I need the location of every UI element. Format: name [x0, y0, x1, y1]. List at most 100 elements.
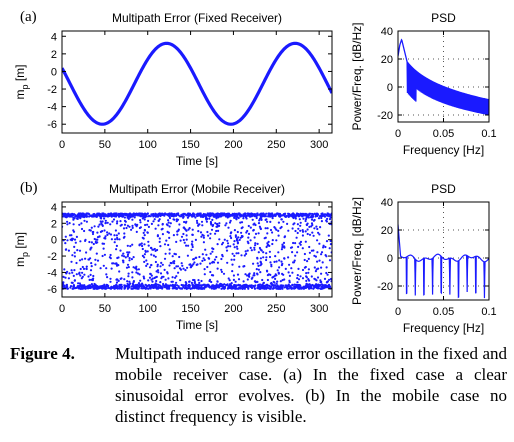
data-point	[211, 218, 214, 221]
data-point	[124, 256, 127, 259]
data-point	[161, 263, 164, 266]
data-point	[306, 260, 309, 263]
data-point	[292, 241, 295, 245]
data-point	[200, 235, 203, 238]
data-point	[283, 278, 286, 281]
data-point	[286, 284, 289, 287]
data-point	[329, 243, 332, 246]
data-point	[241, 235, 244, 238]
data-point	[119, 277, 122, 280]
data-point	[116, 236, 119, 240]
data-point	[320, 266, 323, 269]
data-point	[69, 285, 73, 288]
data-point	[156, 265, 159, 268]
y-tick-label: 0	[387, 82, 393, 94]
data-point	[220, 268, 223, 271]
data-point	[266, 270, 269, 273]
data-point	[137, 287, 140, 290]
data-point	[232, 278, 235, 281]
data-point	[277, 234, 280, 237]
data-point	[83, 216, 86, 219]
data-point	[102, 247, 105, 250]
data-point	[245, 252, 248, 255]
series-line	[62, 41, 332, 126]
data-point	[188, 227, 191, 230]
data-point	[166, 284, 169, 287]
data-point	[220, 287, 223, 290]
data-point	[185, 234, 188, 237]
data-point	[246, 229, 249, 233]
data-point	[200, 287, 203, 290]
data-point	[235, 287, 238, 290]
data-point	[279, 212, 282, 216]
data-point	[226, 283, 229, 286]
data-point	[128, 280, 131, 283]
data-point	[252, 229, 255, 232]
data-point	[104, 219, 107, 222]
data-point	[112, 262, 115, 265]
data-point	[95, 252, 98, 255]
data-point	[163, 257, 167, 260]
data-point	[304, 218, 308, 221]
data-point	[238, 213, 241, 216]
data-point	[167, 277, 170, 280]
y-tick-label: 2	[51, 218, 57, 230]
x-tick-label: 200	[224, 303, 242, 315]
data-point	[73, 251, 76, 254]
data-point	[185, 229, 188, 232]
data-point	[229, 245, 232, 248]
data-point	[63, 213, 66, 216]
data-point	[291, 251, 294, 254]
data-point	[310, 275, 313, 278]
data-point	[161, 213, 164, 216]
data-point	[301, 234, 304, 237]
data-point	[182, 267, 185, 270]
data-point	[199, 215, 202, 218]
data-point	[95, 286, 99, 289]
series-line	[398, 224, 489, 299]
data-point	[320, 253, 323, 256]
data-point	[145, 284, 148, 287]
data-point	[247, 224, 250, 228]
data-point	[94, 263, 97, 266]
data-point	[175, 275, 178, 278]
data-point	[96, 212, 99, 215]
data-point	[211, 284, 214, 287]
data-point	[127, 266, 130, 269]
data-point	[247, 214, 250, 217]
data-point	[124, 220, 127, 223]
data-point	[267, 240, 270, 243]
data-point	[265, 258, 268, 262]
data-point	[235, 252, 238, 255]
data-point	[83, 273, 86, 276]
data-point	[198, 255, 201, 259]
data-point	[167, 231, 170, 234]
data-point	[279, 215, 282, 218]
data-point	[326, 217, 329, 220]
data-point	[158, 240, 161, 243]
data-point	[179, 279, 182, 282]
data-point	[175, 265, 178, 268]
data-point	[314, 270, 317, 273]
data-point	[87, 212, 90, 215]
data-point	[123, 232, 126, 235]
data-point	[292, 261, 295, 264]
data-point	[262, 251, 265, 254]
data-point	[268, 250, 271, 253]
data-point	[170, 213, 173, 216]
data-point	[306, 213, 309, 216]
data-point	[266, 227, 269, 230]
y-axis-label: Power/Freq. [dB/Hz]	[350, 22, 364, 130]
data-point	[233, 246, 236, 249]
data-point	[141, 254, 144, 257]
data-point	[104, 235, 107, 238]
data-point	[203, 273, 206, 276]
data-point	[167, 221, 170, 224]
data-point	[320, 216, 323, 220]
data-point	[319, 226, 322, 229]
data-point	[276, 269, 279, 272]
y-axis-label: Power/Freq. [dB/Hz]	[350, 197, 364, 305]
data-point	[288, 263, 291, 266]
data-point	[129, 245, 132, 248]
data-point	[90, 278, 93, 281]
